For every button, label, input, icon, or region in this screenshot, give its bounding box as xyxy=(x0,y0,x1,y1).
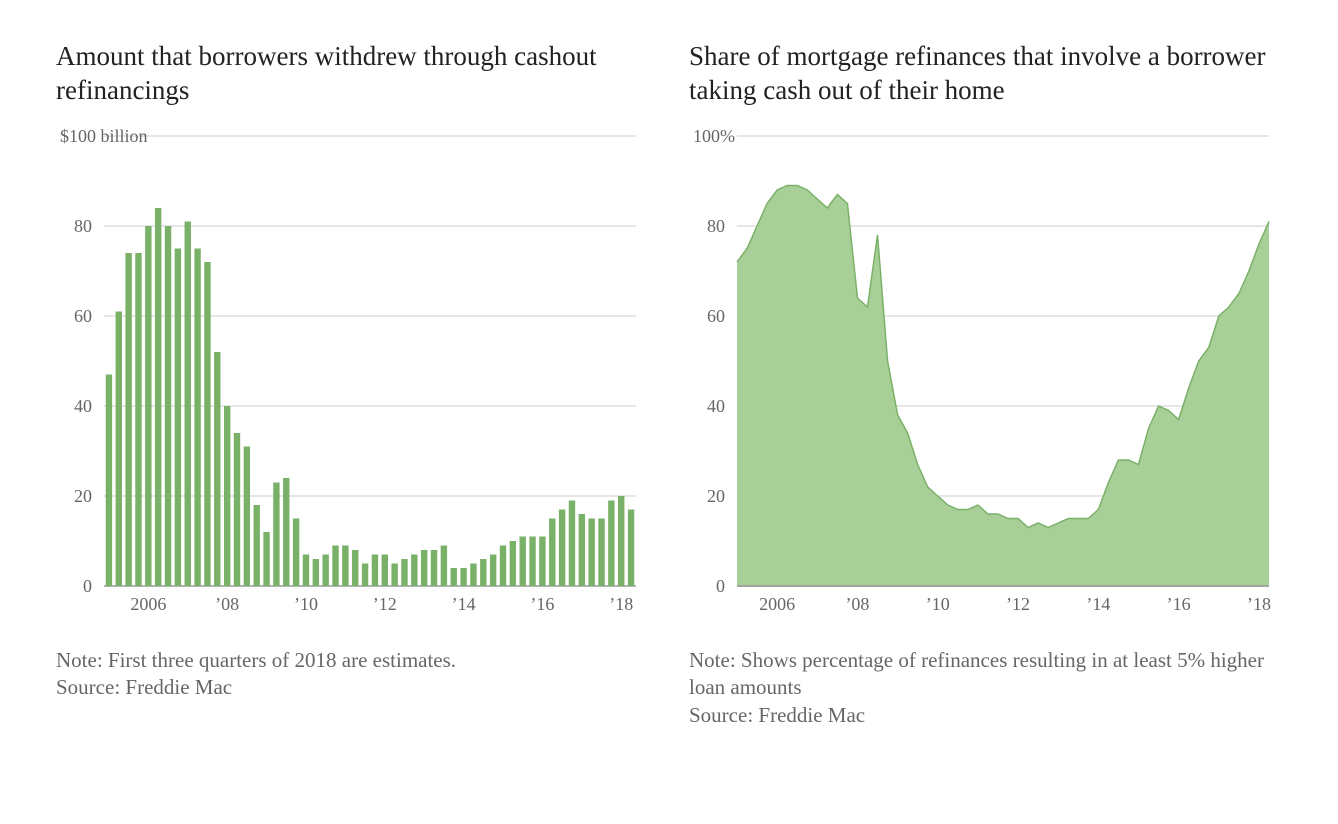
left-chart-footer: Note: First three quarters of 2018 are e… xyxy=(56,647,649,702)
svg-text:’10: ’10 xyxy=(926,594,950,614)
svg-text:60: 60 xyxy=(74,306,92,326)
svg-text:20: 20 xyxy=(707,486,725,506)
svg-text:80: 80 xyxy=(74,216,92,236)
svg-text:20: 20 xyxy=(74,486,92,506)
right-chart-note: Note: Shows percentage of refinances res… xyxy=(689,647,1282,702)
svg-text:0: 0 xyxy=(716,576,725,596)
dual-chart-layout: Amount that borrowers withdrew through c… xyxy=(0,0,1338,824)
svg-text:40: 40 xyxy=(74,396,92,416)
svg-text:80: 80 xyxy=(707,216,725,236)
right-chart-source: Source: Freddie Mac xyxy=(689,702,1282,729)
left-chart-svg: $100 billion 0 20 40 60 80 2006 ’08 ’10 ’12 ’14 ’16… xyxy=(56,122,646,622)
right-chart-footer: Note: Shows percentage of refinances res… xyxy=(689,647,1282,729)
svg-text:’08: ’08 xyxy=(845,594,869,614)
right-panel: Share of mortgage refinances that involv… xyxy=(689,40,1282,784)
svg-text:’14: ’14 xyxy=(452,594,476,614)
right-chart-svg: 100% 0 20 40 60 80 2006 ’08 ’10 ’12 ’14 ’16 ’18 xyxy=(689,122,1279,622)
svg-text:2006: 2006 xyxy=(130,594,166,614)
svg-text:100%: 100% xyxy=(693,126,735,146)
right-chart: 100% 0 20 40 60 80 2006 ’08 ’10 ’12 ’14 ’16 ’18 xyxy=(689,122,1282,627)
svg-text:40: 40 xyxy=(707,396,725,416)
svg-text:$100 billion: $100 billion xyxy=(60,126,148,146)
svg-text:’08: ’08 xyxy=(215,594,239,614)
left-panel: Amount that borrowers withdrew through c… xyxy=(56,40,649,784)
svg-text:0: 0 xyxy=(83,576,92,596)
svg-text:’16: ’16 xyxy=(1167,594,1191,614)
left-chart-note: Note: First three quarters of 2018 are e… xyxy=(56,647,649,674)
svg-text:’16: ’16 xyxy=(530,594,554,614)
svg-text:’10: ’10 xyxy=(294,594,318,614)
svg-text:’14: ’14 xyxy=(1086,594,1110,614)
svg-text:60: 60 xyxy=(707,306,725,326)
svg-text:’12: ’12 xyxy=(373,594,397,614)
left-chart-source: Source: Freddie Mac xyxy=(56,674,649,701)
right-chart-title: Share of mortgage refinances that involv… xyxy=(689,40,1282,112)
left-chart-title: Amount that borrowers withdrew through c… xyxy=(56,40,649,112)
svg-text:’12: ’12 xyxy=(1006,594,1030,614)
left-chart: $100 billion 0 20 40 60 80 2006 ’08 ’10 ’12 ’14 ’16… xyxy=(56,122,649,627)
svg-text:’18: ’18 xyxy=(1247,594,1271,614)
svg-text:2006: 2006 xyxy=(759,594,795,614)
svg-text:’18: ’18 xyxy=(609,594,633,614)
